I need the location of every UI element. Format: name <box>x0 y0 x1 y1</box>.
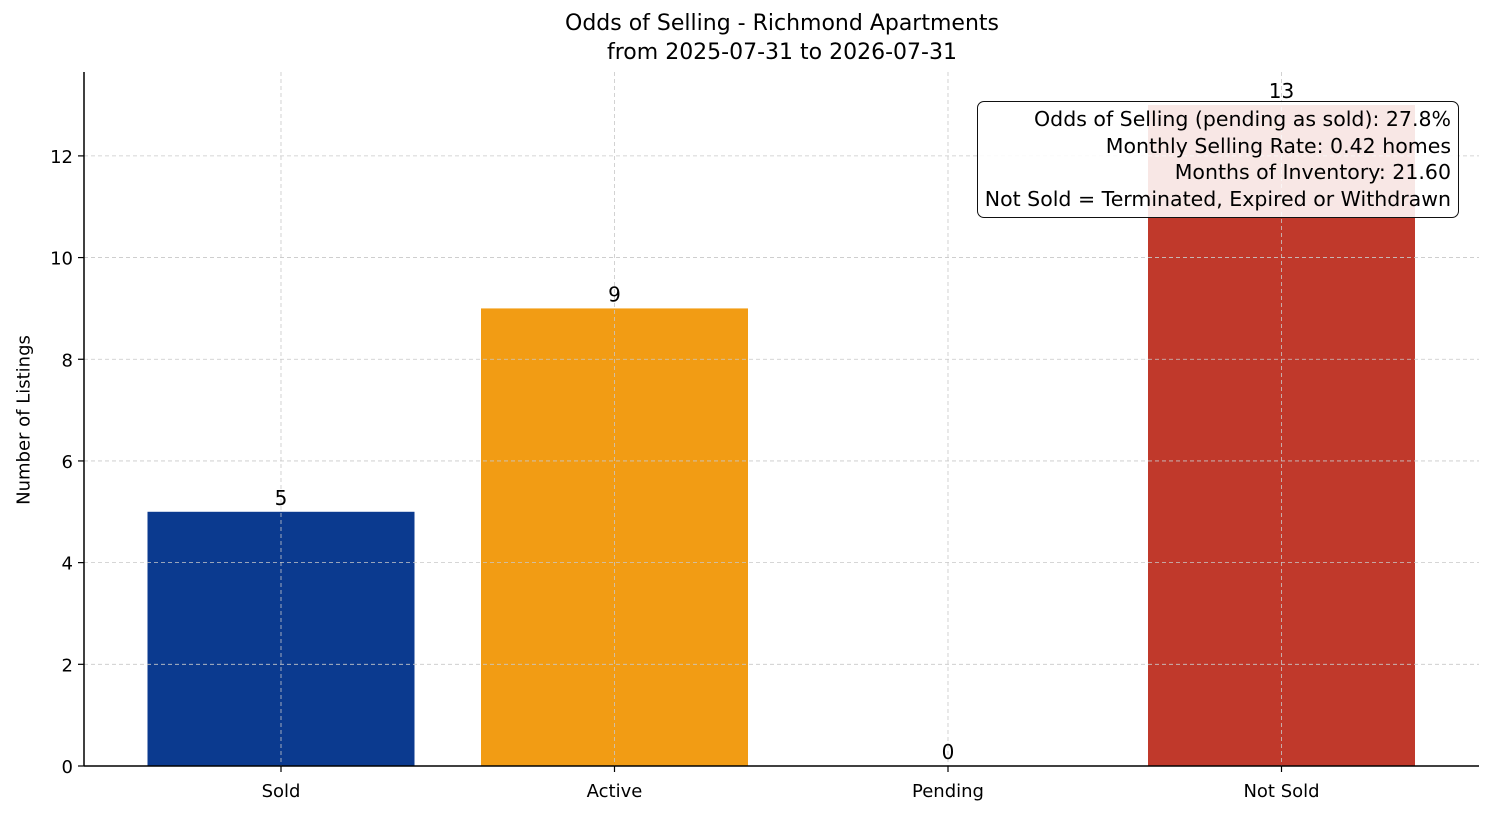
x-tick-label: Not Sold <box>1243 781 1319 802</box>
y-tick-label: 12 <box>50 147 73 168</box>
y-tick-label: 6 <box>62 452 73 473</box>
data-label: 5 <box>275 486 288 510</box>
not-sold-definition-text: Not Sold = Terminated, Expired or Withdr… <box>984 186 1451 211</box>
y-tick-label: 8 <box>62 350 73 371</box>
x-tick-label: Sold <box>262 781 301 802</box>
chart-title: Odds of Selling - Richmond Apartments <box>565 11 999 36</box>
data-label: 0 <box>942 740 955 764</box>
months-of-inventory-text: Months of Inventory: 21.60 <box>1174 160 1451 185</box>
y-tick-label: 0 <box>62 757 73 778</box>
monthly-selling-rate-text: Monthly Selling Rate: 0.42 homes <box>1105 133 1451 158</box>
stats-annotation-box: Odds of Selling (pending as sold): 27.8%… <box>976 101 1459 219</box>
x-tick-label: Pending <box>912 781 984 802</box>
data-label: 13 <box>1269 79 1294 103</box>
chart-subtitle: from 2025-07-31 to 2026-07-31 <box>607 40 957 65</box>
x-tick-label: Active <box>587 781 643 802</box>
y-tick-label: 10 <box>50 249 73 270</box>
y-tick-label: 4 <box>62 554 73 575</box>
data-label: 9 <box>608 282 621 306</box>
y-tick-label: 2 <box>62 655 73 676</box>
odds-of-selling-text: Odds of Selling (pending as sold): 27.8% <box>1034 107 1451 131</box>
